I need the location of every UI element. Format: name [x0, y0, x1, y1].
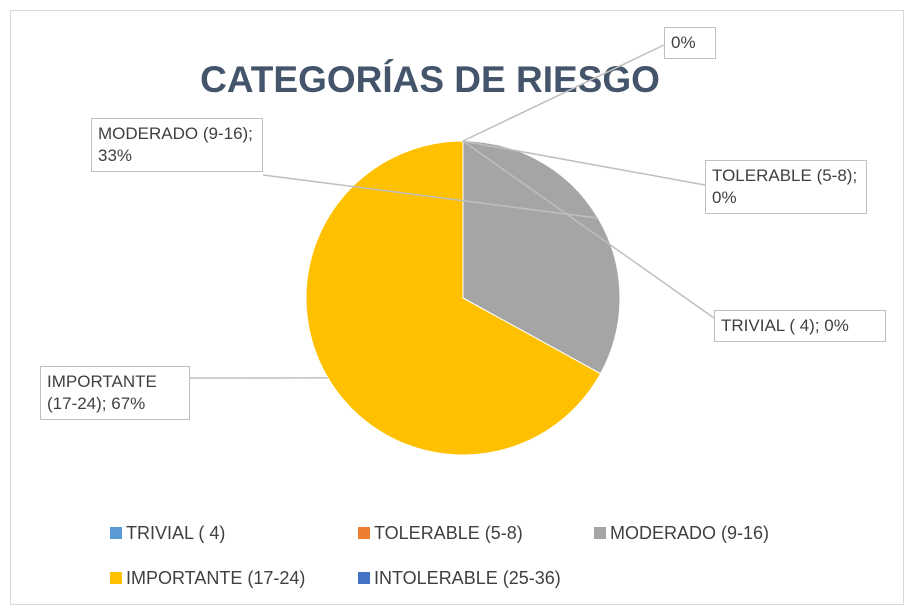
- legend-swatch: [358, 572, 370, 584]
- leader-line: [262, 174, 599, 219]
- data-label: TRIVIAL ( 4); 0%: [714, 310, 886, 342]
- legend-label: MODERADO (9-16): [610, 523, 769, 543]
- data-label: TOLERABLE (5-8); 0%: [705, 160, 867, 214]
- leader-line: [462, 140, 715, 319]
- data-label: 0%: [664, 27, 716, 59]
- legend-swatch: [594, 527, 606, 539]
- data-label: MODERADO (9-16); 33%: [91, 118, 263, 172]
- leader-line: [462, 44, 665, 142]
- legend-swatch: [110, 572, 122, 584]
- legend-label: TRIVIAL ( 4): [126, 523, 225, 543]
- data-label: IMPORTANTE (17-24); 67%: [40, 366, 190, 420]
- legend-swatch: [358, 527, 370, 539]
- legend-label: TOLERABLE (5-8): [374, 523, 523, 543]
- legend-label: IMPORTANTE (17-24): [126, 568, 305, 588]
- legend-swatch: [110, 527, 122, 539]
- legend-label: INTOLERABLE (25-36): [374, 568, 561, 588]
- leader-line: [462, 140, 706, 186]
- chart-title: CATEGORÍAS DE RIESGO: [200, 59, 660, 100]
